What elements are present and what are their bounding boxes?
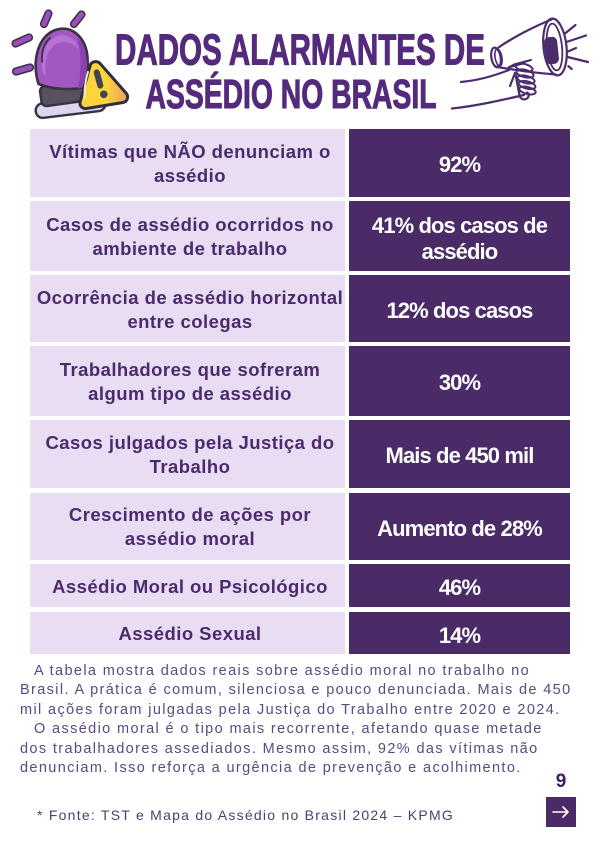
svg-text:DADOS ALARMANTES DE: DADOS ALARMANTES DE: [115, 26, 485, 75]
svg-text:ASSÉDIO NO BRASIL: ASSÉDIO NO BRASIL: [146, 71, 437, 117]
